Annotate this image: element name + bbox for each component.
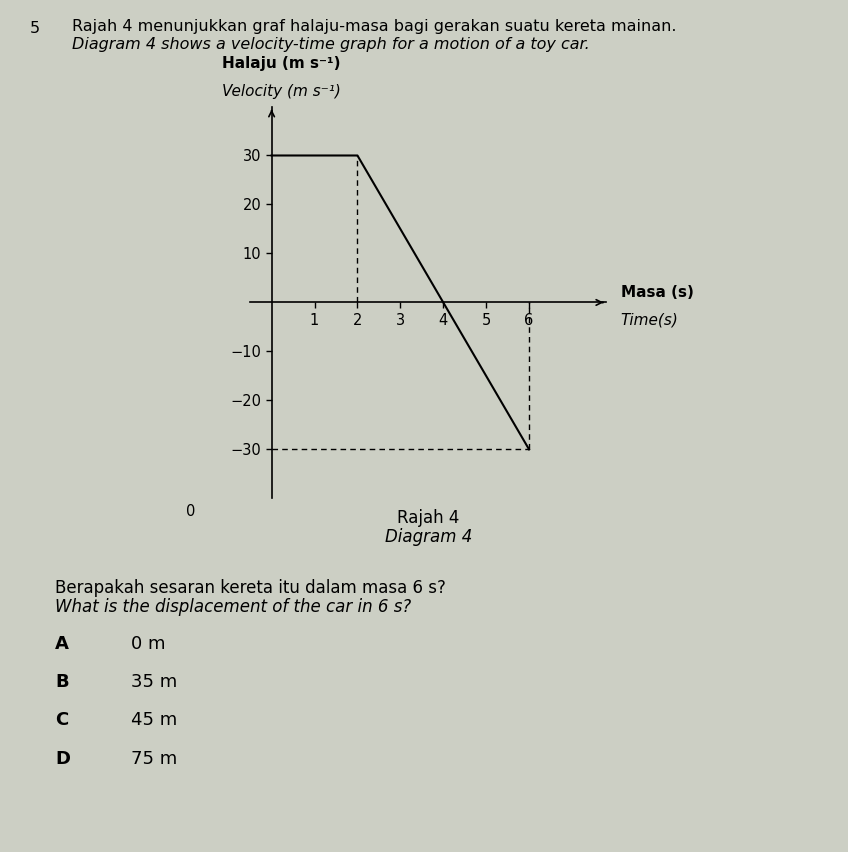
Text: Berapakah sesaran kereta itu dalam masa 6 s?: Berapakah sesaran kereta itu dalam masa … (55, 579, 446, 597)
Text: 0 m: 0 m (131, 635, 166, 653)
Text: A: A (55, 635, 69, 653)
Text: 75 m: 75 m (131, 750, 178, 768)
Text: 45 m: 45 m (131, 711, 178, 729)
Text: Time(s): Time(s) (621, 313, 678, 328)
Text: Rajah 4 menunjukkan graf halaju-masa bagi gerakan suatu kereta mainan.: Rajah 4 menunjukkan graf halaju-masa bag… (72, 19, 677, 34)
Text: D: D (55, 750, 70, 768)
Text: C: C (55, 711, 69, 729)
Text: Diagram 4: Diagram 4 (384, 528, 472, 546)
Text: Velocity (m s⁻¹): Velocity (m s⁻¹) (221, 83, 341, 99)
Text: What is the displacement of the car in 6 s?: What is the displacement of the car in 6… (55, 598, 411, 616)
Text: 0: 0 (186, 504, 195, 520)
Text: B: B (55, 673, 69, 691)
Text: 35 m: 35 m (131, 673, 178, 691)
Text: Masa (s): Masa (s) (621, 285, 694, 300)
Text: Diagram 4 shows a velocity-time graph for a motion of a toy car.: Diagram 4 shows a velocity-time graph fo… (72, 37, 590, 52)
Text: Rajah 4: Rajah 4 (397, 509, 460, 527)
Text: Halaju (m s⁻¹): Halaju (m s⁻¹) (221, 56, 340, 72)
Text: 5: 5 (30, 21, 40, 37)
